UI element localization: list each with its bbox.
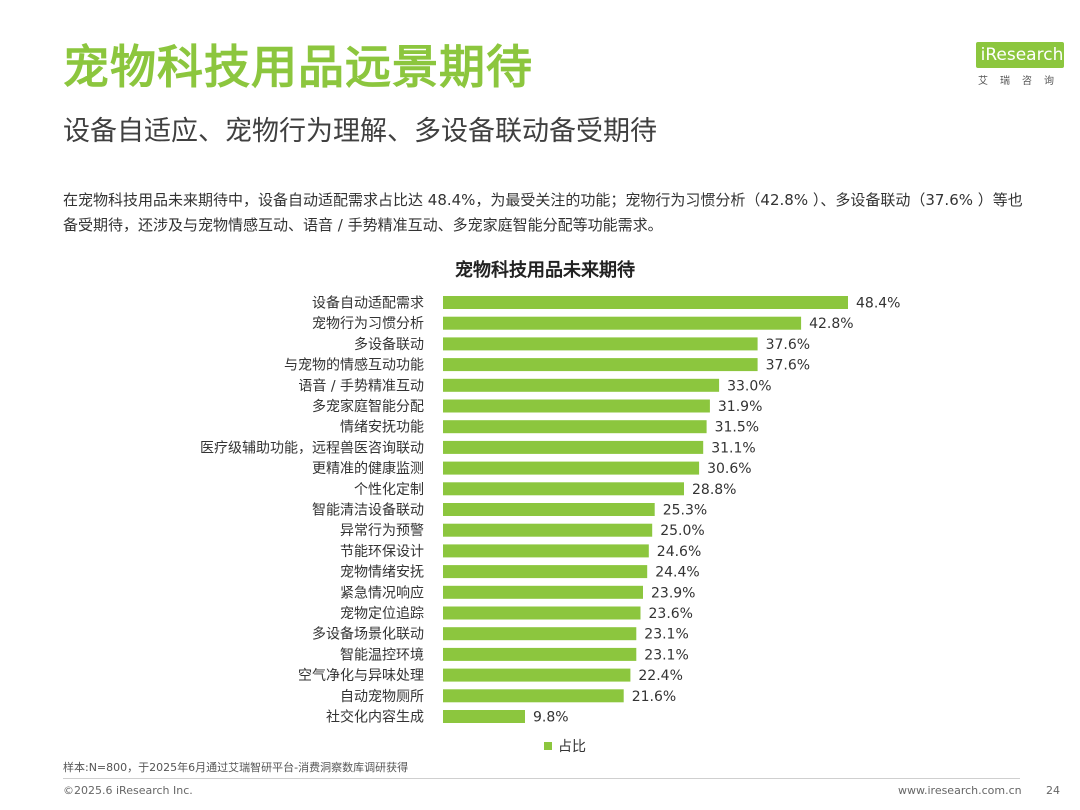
- chart-legend: 占比: [544, 736, 586, 756]
- website-link[interactable]: www.iresearch.com.cn: [898, 784, 1022, 797]
- bar: [443, 544, 649, 558]
- category-label: 宠物情绪安抚: [340, 565, 424, 581]
- value-label: 24.6%: [657, 544, 701, 560]
- category-label: 多设备场景化联动: [312, 626, 424, 643]
- sample-note: 样本:N=800，于2025年6月通过艾瑞智研平台-消费洞察数库调研获得: [63, 761, 409, 774]
- bar: [443, 482, 684, 496]
- category-label: 宠物定位追踪: [340, 606, 424, 622]
- page-number: 24: [1046, 784, 1060, 797]
- copyright-text: ©2025.6 iResearch Inc.: [63, 784, 193, 797]
- category-label: 个性化定制: [354, 482, 424, 498]
- category-label: 设备自动适配需求: [312, 295, 424, 312]
- value-label: 9.8%: [533, 710, 569, 726]
- footer-divider: [63, 778, 1020, 779]
- value-label: 37.6%: [766, 358, 810, 374]
- logo-badge: [976, 42, 1064, 68]
- category-label: 多设备联动: [354, 336, 424, 353]
- bar: [443, 710, 525, 723]
- bar: [443, 358, 758, 372]
- category-label: 紧急情况响应: [340, 584, 424, 601]
- value-label: 22.4%: [638, 668, 682, 684]
- bar: [443, 420, 707, 434]
- bar: [443, 440, 704, 454]
- value-label: 28.8%: [692, 482, 736, 498]
- category-label: 异常行为预警: [340, 523, 424, 539]
- category-label: 智能温控环境: [340, 647, 424, 663]
- bar: [443, 378, 720, 392]
- bar: [443, 606, 641, 620]
- bar: [443, 296, 848, 309]
- value-label: 23.9%: [651, 585, 695, 601]
- legend-swatch: [544, 742, 552, 750]
- value-label: 24.4%: [655, 565, 699, 581]
- category-label: 自动宠物厕所: [340, 689, 424, 705]
- category-label: 智能清洁设备联动: [312, 502, 424, 519]
- category-label: 与宠物的情感互动功能: [284, 357, 424, 374]
- category-label: 宠物行为习惯分析: [312, 315, 424, 332]
- bar: [443, 565, 648, 579]
- value-label: 42.8%: [809, 316, 853, 332]
- bar: [443, 316, 802, 330]
- logo-chinese-text: 艾瑞咨询: [978, 76, 1066, 87]
- category-label: 社交化内容生成: [326, 709, 424, 726]
- category-label: 语音 / 手势精准互动: [298, 377, 424, 394]
- bar: [443, 503, 655, 516]
- iresearch-logo: iResearch 艾瑞咨询: [972, 42, 1072, 90]
- bar-chart: 设备自动适配需求 48.4% 宠物行为习惯分析 42.8% 多设备联动 37.6% 与宠物的…: [200, 295, 900, 726]
- value-label: 23.6%: [649, 606, 693, 622]
- bar: [443, 461, 700, 475]
- category-label: 更精准的健康监测: [312, 460, 424, 477]
- bar: [443, 585, 643, 599]
- bar: [443, 689, 624, 703]
- value-label: 31.5%: [715, 420, 759, 436]
- bar: [443, 627, 637, 641]
- value-label: 37.6%: [766, 337, 810, 353]
- bar: [443, 647, 637, 661]
- value-label: 23.1%: [644, 627, 688, 643]
- bar: [443, 399, 710, 413]
- legend-label: 占比: [558, 739, 586, 755]
- value-label: 31.9%: [718, 399, 762, 415]
- page-title: 宠物科技用品远景期待: [63, 40, 533, 94]
- value-label: 30.6%: [707, 461, 751, 477]
- category-label: 节能环保设计: [340, 544, 424, 560]
- chart-title: 宠物科技用品未来期待: [455, 260, 635, 281]
- value-label: 23.1%: [644, 647, 688, 663]
- logo-text: iResearch: [980, 45, 1064, 65]
- description-text: 在宠物科技用品未来期待中，设备自动适配需求占比达 48.4%，为最受关注的功能；…: [63, 191, 1023, 234]
- bar: [443, 337, 758, 351]
- category-label: 空气净化与异味处理: [298, 668, 424, 684]
- value-label: 25.0%: [660, 523, 704, 539]
- value-label: 48.4%: [856, 296, 900, 312]
- value-label: 25.3%: [663, 503, 707, 519]
- value-label: 21.6%: [632, 689, 676, 705]
- category-label: 医疗级辅助功能，远程兽医咨询联动: [200, 440, 424, 456]
- bar: [443, 668, 631, 682]
- value-label: 33.0%: [727, 378, 771, 394]
- value-label: 31.1%: [711, 440, 755, 456]
- category-label: 情绪安抚功能: [340, 420, 424, 436]
- bar: [443, 523, 653, 537]
- page-subtitle: 设备自适应、宠物行为理解、多设备联动备受期待: [63, 116, 657, 147]
- category-label: 多宠家庭智能分配: [312, 398, 424, 415]
